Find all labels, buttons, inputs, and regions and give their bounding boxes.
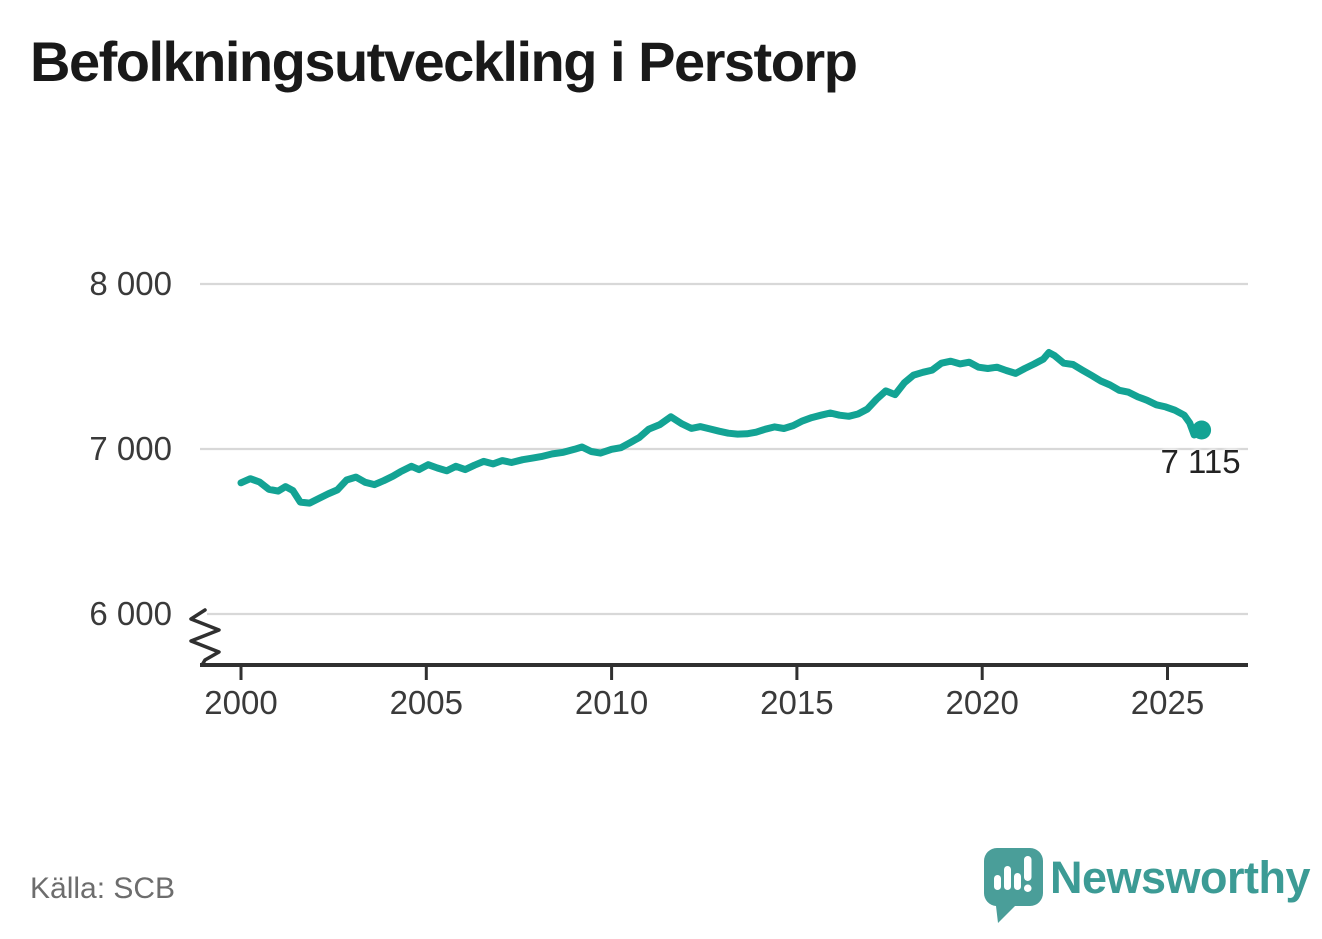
x-tick-label: 2015 — [760, 684, 834, 721]
x-tick-label: 2000 — [204, 684, 278, 721]
y-tick-label: 8 000 — [89, 265, 172, 302]
last-value-label: 7 115 — [1160, 443, 1241, 481]
newsworthy-logo-text: Newsworthy — [1050, 852, 1311, 903]
y-axis-break-icon — [189, 608, 221, 667]
source-credit: Källa: SCB — [30, 872, 176, 905]
newsworthy-branding: Newsworthy — [984, 846, 1311, 926]
x-tick-label: 2005 — [389, 684, 463, 721]
x-tick-label: 2025 — [1130, 684, 1205, 721]
x-tick-label: 2020 — [945, 684, 1019, 721]
population-line — [237, 349, 1206, 507]
y-tick-label: 7 000 — [89, 430, 172, 467]
x-tick-label: 2010 — [574, 684, 649, 721]
y-tick-label: 6 000 — [89, 595, 172, 632]
chart-title: Befolkningsutveckling i Perstorp — [30, 30, 858, 93]
newsworthy-logo-icon — [984, 848, 1043, 923]
end-point-marker — [1192, 420, 1212, 440]
